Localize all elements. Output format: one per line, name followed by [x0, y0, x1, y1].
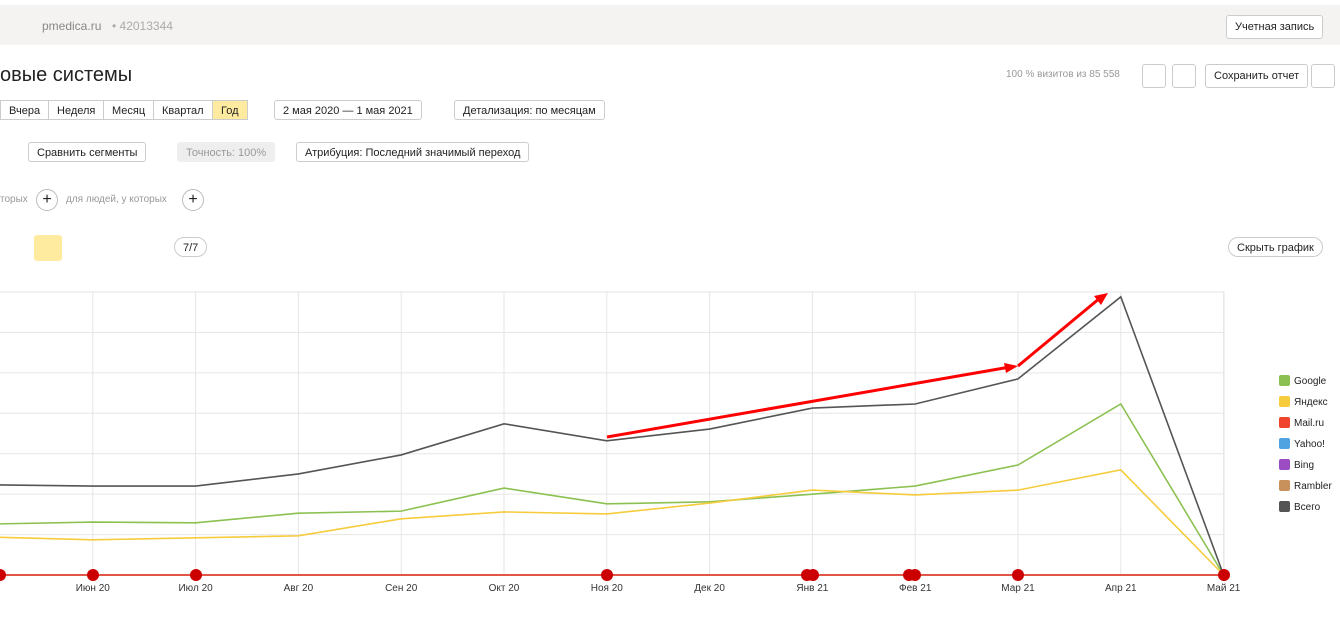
top-bar: [0, 5, 1340, 45]
attribution-select[interactable]: Атрибуция: Последний значимый переход: [296, 142, 530, 162]
legend-swatch: [1279, 501, 1290, 512]
event-marker: [909, 569, 921, 581]
arrow-head: [1094, 293, 1108, 305]
legend-swatch: [1279, 459, 1290, 470]
x-tick-label: Фев 21: [899, 583, 932, 594]
legend-label: Всего: [1294, 502, 1321, 513]
line-chart-toggle[interactable]: [34, 235, 62, 261]
filter-label: для людей, у которых: [66, 194, 167, 205]
series-line: [0, 295, 1225, 576]
x-tick-label: Июн 20: [76, 583, 111, 594]
period-button[interactable]: Неделя: [48, 100, 105, 120]
legend-swatch: [1279, 480, 1290, 491]
detail-select[interactable]: Детализация: по месяцам: [454, 100, 605, 120]
event-marker: [1218, 569, 1230, 581]
annotation-arrow: [606, 365, 1011, 439]
series-select[interactable]: 7/7: [174, 237, 208, 257]
save-button[interactable]: Сохранить отчет: [1205, 64, 1309, 88]
site[interactable]: pmedica.ru: [42, 19, 102, 33]
export-button[interactable]: [1172, 64, 1196, 88]
legend-label: Rambler: [1294, 481, 1332, 492]
event-marker: [601, 569, 613, 581]
annotation-arrow: [1017, 296, 1101, 368]
history-button[interactable]: [1142, 64, 1166, 88]
visits-info: 100 % визитов из 85 558: [1006, 69, 1120, 80]
date-range[interactable]: 2 мая 2020 — 1 мая 2021: [274, 100, 422, 120]
account-button[interactable]: Учетная запись: [1226, 15, 1324, 39]
legend-label: Mail.ru: [1294, 418, 1324, 429]
x-tick-label: Сен 20: [385, 583, 418, 594]
accuracy-select[interactable]: Точность: 100%: [177, 142, 276, 162]
event-marker: [807, 569, 819, 581]
period-button[interactable]: Год: [212, 100, 248, 120]
x-tick-label: Янв 21: [796, 583, 828, 594]
event-marker: [190, 569, 202, 581]
filter-label: торых: [0, 194, 28, 205]
report-title: овые системы: [0, 64, 133, 86]
legend-label: Яндекс: [1294, 397, 1328, 408]
hide-chart[interactable]: Скрыть график: [1228, 237, 1323, 257]
legend-swatch: [1279, 417, 1290, 428]
counter: • 42013344: [112, 19, 173, 33]
more-button[interactable]: [1311, 64, 1335, 88]
x-tick-label: Апр 21: [1105, 583, 1137, 594]
x-tick-label: Июл 20: [178, 583, 213, 594]
event-marker: [87, 569, 99, 581]
legend-label: Google: [1294, 376, 1327, 387]
period-button[interactable]: Вчера: [0, 100, 50, 120]
x-tick-label: Ноя 20: [591, 583, 624, 594]
event-marker: [0, 569, 6, 581]
x-tick-label: Май 21: [1207, 583, 1241, 594]
add-filter[interactable]: +: [36, 189, 58, 211]
series-line: [0, 469, 1225, 576]
legend-label: Bing: [1294, 460, 1314, 471]
legend-swatch: [1279, 396, 1290, 407]
legend-label: Yahoo!: [1294, 439, 1325, 450]
arrow-head: [1004, 363, 1018, 373]
legend-swatch: [1279, 375, 1290, 386]
legend-swatch: [1279, 438, 1290, 449]
add-filter[interactable]: +: [182, 189, 204, 211]
event-marker: [1012, 569, 1024, 581]
x-tick-label: Дек 20: [694, 583, 725, 594]
compare-button[interactable]: Сравнить сегменты: [28, 142, 147, 162]
x-tick-label: Мар 21: [1001, 583, 1035, 594]
series-line: [0, 402, 1225, 576]
x-tick-label: Окт 20: [489, 583, 520, 594]
x-tick-label: Авг 20: [284, 583, 314, 594]
